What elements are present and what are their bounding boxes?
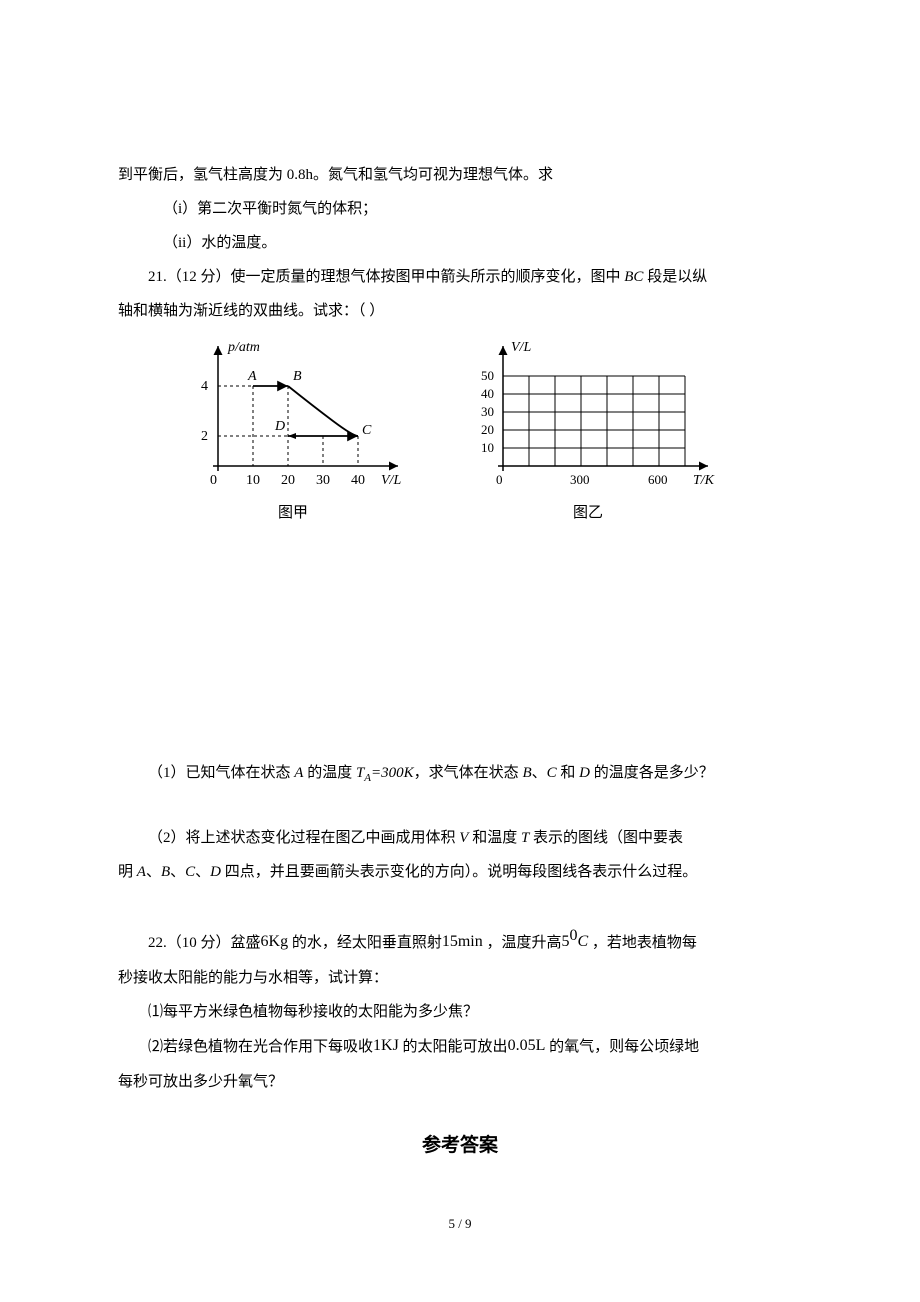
chart-b-wrap: V/L T/K <box>453 336 723 528</box>
chart-b-xlabel: T/K <box>693 473 715 488</box>
gap <box>118 891 802 921</box>
t: 1KJ <box>373 1037 399 1054</box>
t: ，温度升高 <box>483 935 562 951</box>
t: 、 <box>532 765 547 781</box>
chart-a: p/atm V/L 4 2 10 20 30 40 0 <box>173 336 413 496</box>
t: 0.05L <box>508 1037 546 1054</box>
t: 和温度 <box>468 830 521 846</box>
para-intro: 到平衡后，氢气柱高度为 0.8h。氮气和氢气均可视为理想气体。求 <box>118 160 802 190</box>
gap <box>118 793 802 823</box>
t: 、 <box>146 864 161 880</box>
t: 22.（10 分）盆盛 <box>148 935 261 951</box>
para-21b: 轴和横轴为渐近线的双曲线。试求：（ ） <box>118 296 802 326</box>
t: 的水，经太阳垂直照射 <box>288 935 442 951</box>
t: C <box>185 864 195 880</box>
chart-a-wrap: p/atm V/L 4 2 10 20 30 40 0 <box>173 336 413 528</box>
t: 明 <box>118 864 137 880</box>
t: 5 <box>562 933 570 950</box>
page-body: 到平衡后，氢气柱高度为 0.8h。氮气和氢气均可视为理想气体。求 （i）第二次平… <box>0 0 920 1165</box>
q21-1: （1）已知气体在状态 A 的温度 TA=300K，求气体在状态 B、C 和 D … <box>118 758 802 789</box>
t: 、 <box>195 864 210 880</box>
t: C <box>547 765 557 781</box>
q21-2a: （2）将上述状态变化过程在图乙中画成用体积 V 和温度 T 表示的图线（图中要表 <box>118 823 802 853</box>
q22-b: 秒接收太阳能的能力与水相等，试计算： <box>118 963 802 993</box>
page-number: 5 / 9 <box>0 1216 920 1232</box>
para-21: 21.（12 分）使一定质量的理想气体按图甲中箭头所示的顺序变化，图中 BC 段… <box>118 262 802 292</box>
ytick-50: 50 <box>481 368 494 383</box>
spacer <box>118 528 802 758</box>
chart-a-caption: 图甲 <box>278 498 308 528</box>
ytick-20: 20 <box>481 422 494 437</box>
t: 的温度各是多少？ <box>590 765 714 781</box>
t: ，求气体在状态 <box>414 765 523 781</box>
ytick-10: 10 <box>481 440 494 455</box>
xtick-600: 600 <box>648 472 668 487</box>
pt-d: D <box>274 419 285 434</box>
t: 、 <box>170 864 185 880</box>
xtick-300: 300 <box>570 472 590 487</box>
t: 的温度 <box>303 765 356 781</box>
t: C <box>578 933 589 950</box>
t: B <box>522 765 531 781</box>
q22-2a: ⑵若绿色植物在光合作用下每吸收1KJ 的太阳能可放出0.05L 的氧气，则每公顷… <box>118 1031 802 1063</box>
t: ，若地表植物每 <box>588 935 697 951</box>
t: 15min <box>442 933 483 950</box>
t: （2）将上述状态变化过程在图乙中画成用体积 <box>148 830 459 846</box>
t: 表示的图线（图中要表 <box>529 830 683 846</box>
chart-b: V/L T/K <box>453 336 723 496</box>
xtick-40: 40 <box>351 473 365 488</box>
q22-1: ⑴每平方米绿色植物每秒接收的太阳能为多少焦？ <box>118 997 802 1027</box>
t: D <box>579 765 590 781</box>
t: 的太阳能可放出 <box>399 1039 508 1055</box>
q21-bc: BC <box>624 269 643 285</box>
chart-a-xlabel: V/L <box>381 473 401 488</box>
t: ⑵若绿色植物在光合作用下每吸收 <box>148 1039 373 1055</box>
t: 四点，并且要画箭头表示变化的方向）。说明每段图线各表示什么过程。 <box>221 864 697 880</box>
xtick-30: 30 <box>316 473 330 488</box>
pt-c: C <box>362 423 372 438</box>
xtick-10: 10 <box>246 473 260 488</box>
t: A <box>137 864 146 880</box>
pt-a: A <box>247 369 257 384</box>
t: D <box>210 864 221 880</box>
q21-2b: 明 A、B、C、D 四点，并且要画箭头表示变化的方向）。说明每段图线各表示什么过… <box>118 857 802 887</box>
q22-2b: 每秒可放出多少升氧气？ <box>118 1067 802 1097</box>
ytick-40: 40 <box>481 386 494 401</box>
t: 和 <box>557 765 580 781</box>
q22-a: 22.（10 分）盆盛6Kg 的水，经太阳垂直照射15min ，温度升高50C … <box>118 921 802 959</box>
q21-prefix: 21.（12 分）使一定质量的理想气体按图甲中箭头所示的顺序变化，图中 <box>148 269 624 285</box>
t: =300K <box>371 765 414 781</box>
ytick-2: 2 <box>201 429 208 444</box>
para-ii: （ii）水的温度。 <box>118 228 802 258</box>
t: （1）已知气体在状态 <box>148 765 294 781</box>
chart-b-ylabel: V/L <box>511 340 531 355</box>
chart-b-caption: 图乙 <box>573 498 603 528</box>
t: B <box>161 864 170 880</box>
answer-heading: 参考答案 <box>118 1127 802 1165</box>
diagrams-row: p/atm V/L 4 2 10 20 30 40 0 <box>173 336 802 528</box>
origin-b: 0 <box>496 472 503 487</box>
t: 0 <box>570 927 578 944</box>
t: 的氧气，则每公顷绿地 <box>545 1039 699 1055</box>
ytick-30: 30 <box>481 404 494 419</box>
xtick-20: 20 <box>281 473 295 488</box>
chart-a-ylabel: p/atm <box>227 340 260 355</box>
origin-0: 0 <box>210 473 217 488</box>
para-i: （i）第二次平衡时氮气的体积； <box>118 194 802 224</box>
t: 6Kg <box>261 933 289 950</box>
ytick-4: 4 <box>201 379 208 394</box>
pt-b: B <box>293 369 302 384</box>
q21-suffix: 段是以纵 <box>643 269 707 285</box>
